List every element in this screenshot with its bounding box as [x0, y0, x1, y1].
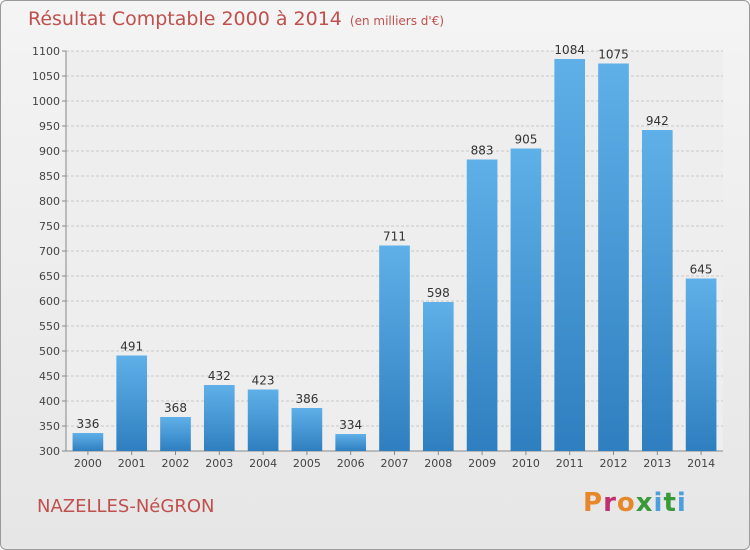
- bar: [598, 63, 629, 451]
- x-tick-label: 2011: [556, 457, 584, 470]
- bar: [203, 385, 235, 451]
- data-label: 336: [76, 417, 99, 431]
- data-label: 386: [295, 392, 318, 406]
- bar: [466, 159, 498, 451]
- x-tick-label: 2002: [162, 457, 190, 470]
- data-label: 1084: [554, 43, 585, 57]
- y-tick-label: 800: [39, 195, 60, 208]
- y-tick-label: 600: [39, 295, 60, 308]
- y-tick-label: 350: [39, 420, 60, 433]
- bar: [116, 355, 148, 451]
- x-tick-label: 2006: [337, 457, 365, 470]
- y-tick-label: 500: [39, 345, 60, 358]
- bar: [379, 245, 410, 451]
- data-label: 598: [427, 286, 450, 300]
- y-tick-label: 850: [39, 170, 60, 183]
- y-tick-label: 700: [39, 245, 60, 258]
- y-tick-label: 1050: [32, 70, 60, 83]
- bar: [247, 389, 279, 451]
- data-label: 1075: [598, 48, 629, 62]
- logo-letter: r: [603, 488, 617, 518]
- data-label: 942: [646, 114, 669, 128]
- y-tick-label: 900: [39, 145, 60, 158]
- x-tick-label: 2003: [205, 457, 233, 470]
- x-tick-label: 2013: [643, 457, 671, 470]
- logo-letter: x: [635, 488, 654, 518]
- y-tick-label: 950: [39, 120, 60, 133]
- data-label: 645: [690, 263, 713, 277]
- logo-letter: i: [653, 488, 664, 518]
- data-label: 491: [120, 340, 143, 354]
- x-tick-label: 2009: [468, 457, 496, 470]
- bar: [291, 408, 323, 451]
- chart-title-text: Résultat Comptable 2000 à 2014: [28, 8, 342, 30]
- logo-letter: P: [583, 488, 604, 518]
- y-tick-label: 300: [39, 445, 60, 458]
- x-tick-label: 2001: [118, 457, 146, 470]
- x-tick-label: 2010: [512, 457, 540, 470]
- data-label: 423: [252, 374, 275, 388]
- data-label: 883: [471, 144, 494, 158]
- logo-letter: i: [676, 488, 687, 518]
- x-tick-label: 2014: [687, 457, 715, 470]
- y-tick-label: 750: [39, 220, 60, 233]
- bar: [685, 278, 717, 451]
- bar: [641, 130, 673, 451]
- x-tick-label: 2000: [74, 457, 102, 470]
- data-label: 368: [164, 401, 187, 415]
- chart-title: Résultat Comptable 2000 à 2014 (en millie…: [28, 8, 444, 30]
- y-tick-label: 650: [39, 270, 60, 283]
- place-name: NAZELLES-NéGRON: [37, 496, 215, 517]
- x-tick-label: 2005: [293, 457, 321, 470]
- logo-letter: t: [663, 488, 677, 518]
- data-label: 711: [383, 230, 406, 244]
- x-tick-label: 2012: [600, 457, 628, 470]
- y-tick-label: 1100: [32, 45, 60, 58]
- data-label: 432: [208, 369, 231, 383]
- logo-letter: o: [616, 488, 636, 518]
- bar: [335, 434, 367, 451]
- y-tick-label: 1000: [32, 95, 60, 108]
- x-tick-label: 2008: [424, 457, 452, 470]
- x-tick-label: 2007: [381, 457, 409, 470]
- bar: [160, 417, 191, 451]
- x-tick-label: 2004: [249, 457, 277, 470]
- proxiti-logo: Proxiti: [583, 488, 687, 518]
- bar: [422, 302, 454, 451]
- y-tick-label: 450: [39, 370, 60, 383]
- chart-subtitle: (en milliers d'€): [349, 14, 445, 28]
- y-tick-label: 550: [39, 320, 60, 333]
- y-tick-label: 400: [39, 395, 60, 408]
- data-label: 334: [339, 418, 362, 432]
- bar: [554, 59, 586, 451]
- bar: [72, 433, 104, 451]
- bar: [510, 148, 542, 451]
- data-label: 905: [514, 133, 537, 147]
